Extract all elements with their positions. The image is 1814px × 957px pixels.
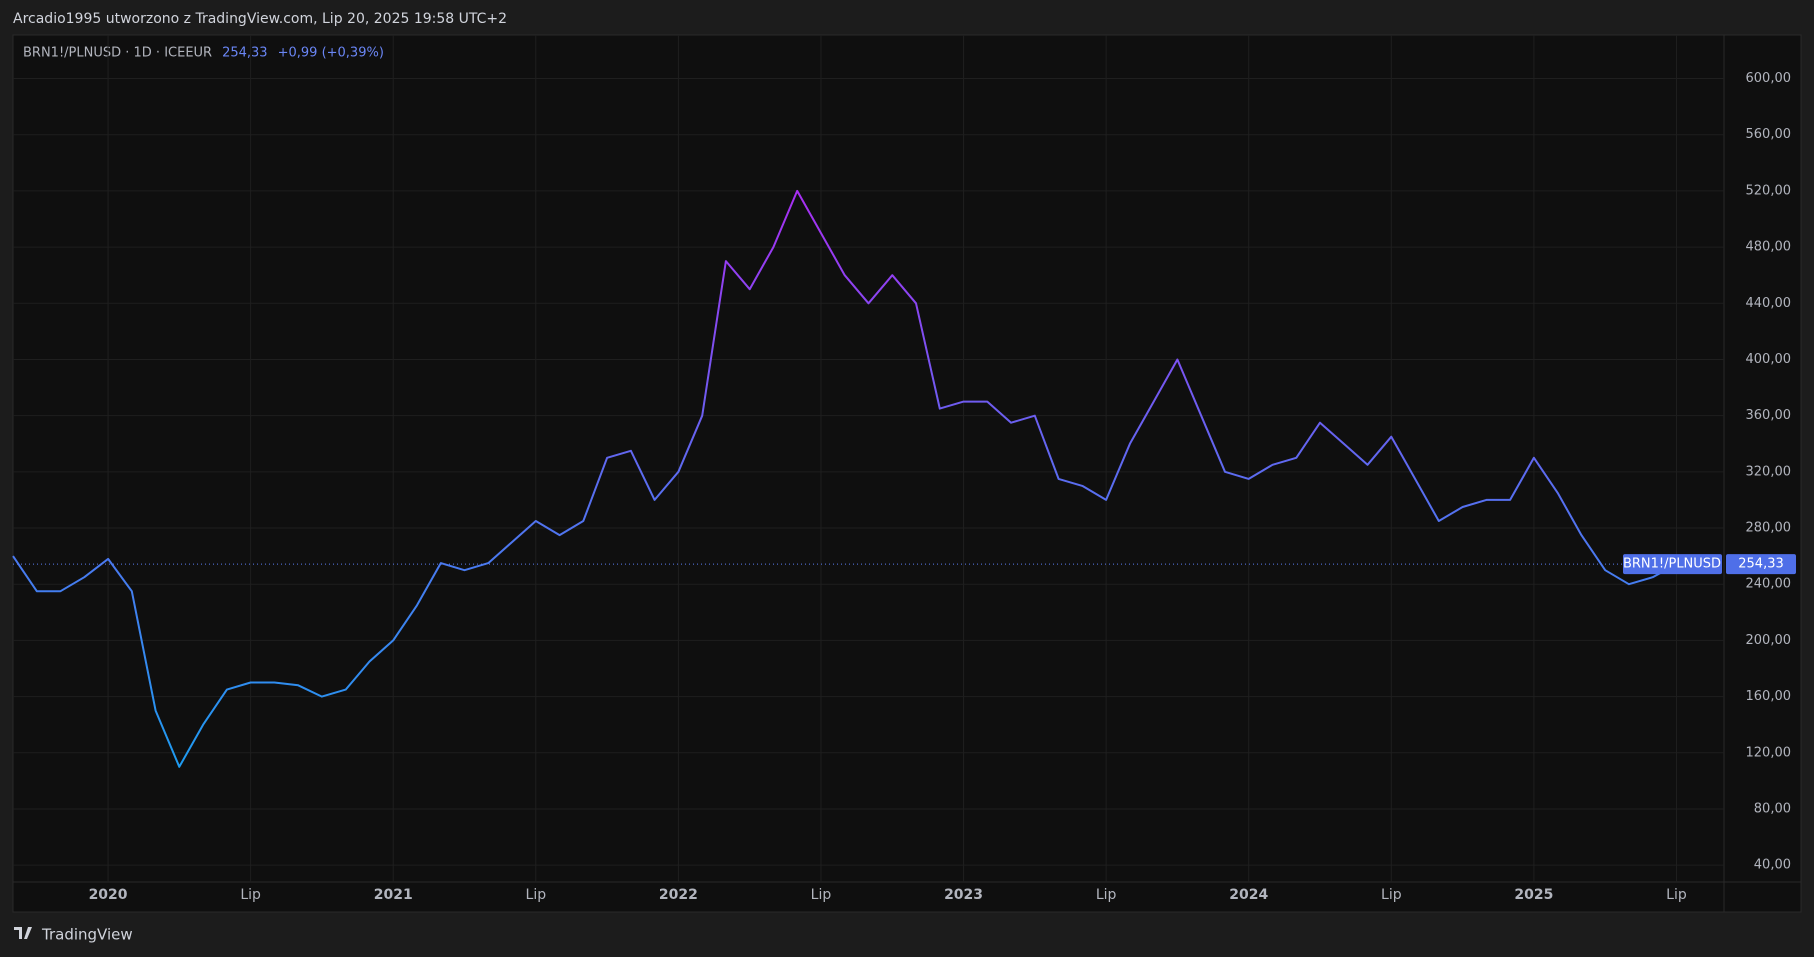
price-tag-value: 254,33 bbox=[1738, 557, 1784, 572]
caption: Arcadio1995 utworzono z TradingView.com,… bbox=[13, 11, 507, 27]
y-tick-label: 120,00 bbox=[1746, 745, 1792, 760]
y-tick-label: 280,00 bbox=[1746, 521, 1792, 536]
x-tick-label: 2020 bbox=[89, 887, 128, 903]
y-tick-label: 200,00 bbox=[1746, 633, 1792, 648]
x-tick-label: 2021 bbox=[374, 887, 413, 903]
x-tick-label: Lip bbox=[1096, 887, 1117, 903]
x-tick-label: Lip bbox=[526, 887, 547, 903]
y-tick-label: 560,00 bbox=[1746, 127, 1792, 142]
y-tick-label: 320,00 bbox=[1746, 464, 1792, 479]
y-tick-label: 160,00 bbox=[1746, 689, 1792, 704]
y-tick-label: 400,00 bbox=[1746, 352, 1792, 367]
y-tick-label: 360,00 bbox=[1746, 408, 1792, 423]
brand-name: TradingView bbox=[41, 926, 133, 944]
y-tick-label: 40,00 bbox=[1754, 858, 1791, 873]
y-tick-label: 600,00 bbox=[1746, 71, 1792, 86]
x-tick-label: 2024 bbox=[1229, 887, 1268, 903]
price-tag-value-bg bbox=[1726, 554, 1796, 575]
price-tag: BRN1!/PLNUSD 254,33 bbox=[1623, 554, 1796, 575]
x-tick-label: 2025 bbox=[1514, 887, 1553, 903]
x-tick-label: Lip bbox=[811, 887, 832, 903]
chart-background bbox=[12, 34, 1802, 913]
y-tick-label: 240,00 bbox=[1746, 577, 1792, 592]
x-tick-label: Lip bbox=[1381, 887, 1402, 903]
x-tick-label: 2023 bbox=[944, 887, 983, 903]
x-tick-label: Lip bbox=[240, 887, 261, 903]
price-tag-name-bg bbox=[1623, 554, 1722, 575]
brand-logo bbox=[14, 927, 32, 939]
price-tag-name: BRN1!/PLNUSD bbox=[1623, 557, 1721, 572]
legend-price: 254,33 bbox=[222, 46, 268, 61]
legend: BRN1!/PLNUSD · 1D · ICEEUR 254,33 +0,99 … bbox=[23, 46, 384, 61]
y-tick-label: 480,00 bbox=[1746, 240, 1792, 255]
x-tick-label: Lip bbox=[1666, 887, 1687, 903]
y-tick-label: 440,00 bbox=[1746, 296, 1792, 311]
legend-symbol: BRN1!/PLNUSD · 1D · ICEEUR bbox=[23, 46, 212, 61]
grid bbox=[13, 35, 1724, 882]
price-line bbox=[12, 189, 1677, 768]
y-tick-label: 520,00 bbox=[1746, 183, 1792, 198]
y-tick-label: 80,00 bbox=[1754, 801, 1791, 816]
x-tick-label: 2022 bbox=[659, 887, 698, 903]
legend-change: +0,99 (+0,39%) bbox=[278, 46, 384, 61]
brand[interactable]: TradingView bbox=[14, 926, 133, 944]
